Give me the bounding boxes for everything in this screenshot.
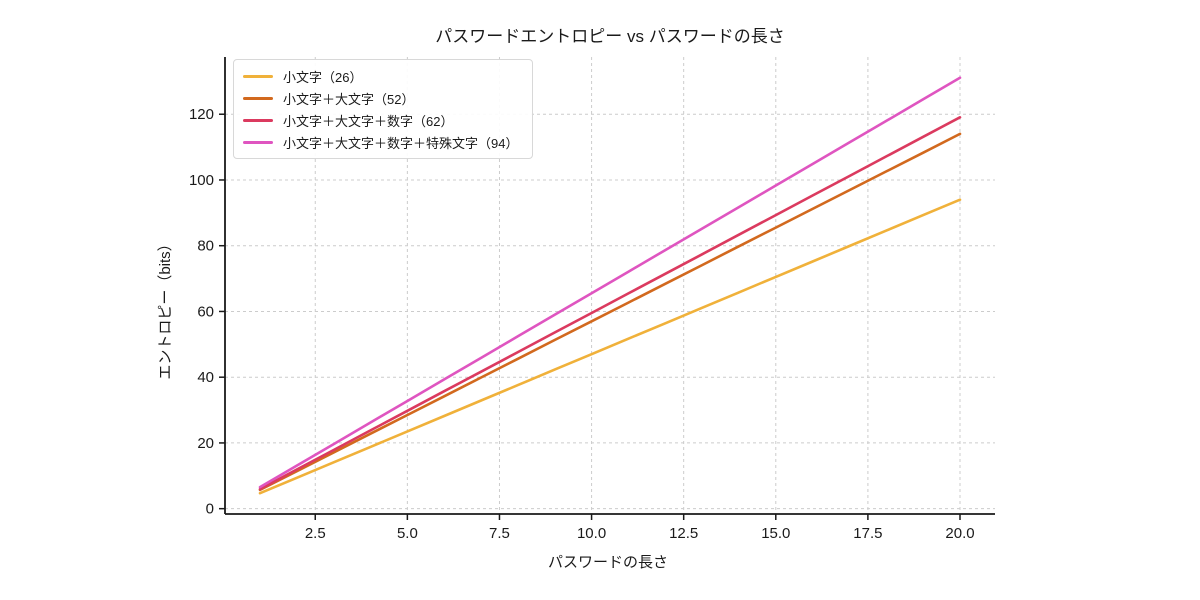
legend-label: 小文字＋大文字＋数字（62） [283, 113, 454, 129]
legend-item: 小文字＋大文字＋数字＋特殊文字（94） [243, 133, 518, 151]
y-tick-label: 80 [197, 238, 214, 255]
legend: 小文字（26） 小文字＋大文字（52） 小文字＋大文字＋数字（62） 小文字＋大文字＋… [233, 59, 534, 159]
legend-line-swatch [243, 96, 273, 100]
y-tick-label: 0 [206, 501, 214, 518]
axes-spines [224, 57, 995, 515]
legend-item: 小文字（26） [243, 67, 518, 85]
y-tick-label: 20 [197, 435, 214, 452]
x-tick-label: 5.0 [397, 525, 418, 542]
x-tick-label: 10.0 [577, 525, 606, 542]
y-tick-label: 60 [197, 303, 214, 320]
x-tick-label: 12.5 [669, 525, 698, 542]
legend-line-swatch [243, 140, 273, 144]
y-tick-labels: 0 20 40 60 80 100 120 [189, 106, 214, 517]
legend-item: 小文字＋大文字（52） [243, 89, 518, 107]
legend-item: 小文字＋大文字＋数字（62） [243, 111, 518, 129]
legend-line-swatch [243, 74, 273, 78]
y-tick-label: 120 [189, 106, 214, 123]
axis-ticks [219, 113, 961, 520]
legend-label: 小文字（26） [283, 69, 363, 85]
x-tick-label: 15.0 [761, 525, 790, 542]
x-tick-labels: 2.5 5.0 7.5 10.0 12.5 15.0 17.5 20.0 [305, 525, 975, 542]
legend-label: 小文字＋大文字（52） [283, 91, 415, 107]
x-axis-label: パスワードの長さ [548, 554, 668, 571]
x-tick-label: 20.0 [945, 525, 974, 542]
series-line [258, 132, 962, 492]
y-axis-label: エントロピー（bits） [157, 236, 174, 379]
series-lines [258, 76, 962, 495]
series-line [258, 116, 962, 491]
series-line [258, 198, 962, 495]
legend-line-swatch [243, 118, 273, 122]
x-tick-label: 17.5 [853, 525, 882, 542]
chart-title: パスワードエントロピー vs パスワードの長さ [435, 27, 784, 46]
y-tick-label: 100 [189, 172, 214, 189]
x-tick-label: 2.5 [305, 525, 326, 542]
y-tick-label: 40 [197, 369, 214, 386]
series-line [258, 76, 962, 489]
legend-label: 小文字＋大文字＋数字＋特殊文字（94） [283, 135, 519, 151]
x-tick-label: 7.5 [489, 525, 510, 542]
